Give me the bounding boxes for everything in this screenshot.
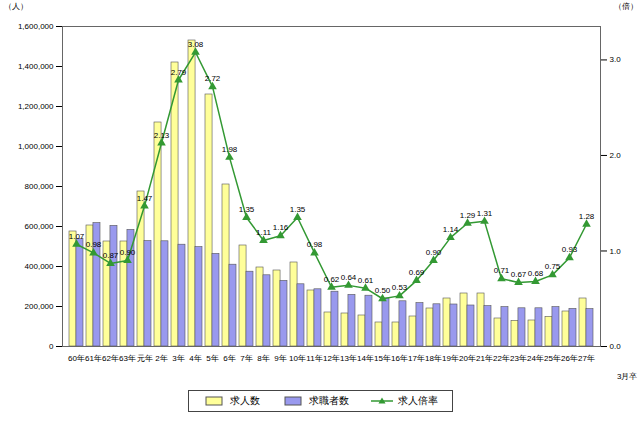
svg-text:25年: 25年 <box>544 354 561 363</box>
svg-text:200,000: 200,000 <box>25 302 54 311</box>
svg-text:20年: 20年 <box>459 354 476 363</box>
svg-text:1.29: 1.29 <box>460 211 476 220</box>
svg-text:21年: 21年 <box>476 354 493 363</box>
svg-text:0.64: 0.64 <box>341 273 357 282</box>
svg-text:0.90: 0.90 <box>426 248 442 257</box>
svg-text:400,000: 400,000 <box>25 262 54 271</box>
svg-text:17年: 17年 <box>408 354 425 363</box>
svg-text:0.67: 0.67 <box>511 270 527 279</box>
svg-text:0.90: 0.90 <box>120 248 136 257</box>
svg-text:2.13: 2.13 <box>154 131 170 140</box>
svg-text:2.79: 2.79 <box>171 68 187 77</box>
svg-text:（人）: （人） <box>4 2 28 11</box>
svg-text:0.69: 0.69 <box>409 268 425 277</box>
html-text:求人数: 求人数 <box>229 395 260 406</box>
svg-text:1.47: 1.47 <box>137 194 153 203</box>
svg-text:10年: 10年 <box>289 354 306 363</box>
html-text:求職者数: 求職者数 <box>308 395 349 406</box>
svg-text:0.61: 0.61 <box>358 276 374 285</box>
svg-text:24年: 24年 <box>527 354 544 363</box>
svg-text:1,400,000: 1,400,000 <box>18 62 54 71</box>
svg-text:6年: 6年 <box>223 354 235 363</box>
svg-text:19年: 19年 <box>442 354 459 363</box>
svg-text:0.68: 0.68 <box>528 269 544 278</box>
svg-text:0.98: 0.98 <box>307 240 323 249</box>
svg-text:8年: 8年 <box>257 354 269 363</box>
svg-text:2.0: 2.0 <box>610 151 622 160</box>
svg-text:0.50: 0.50 <box>375 286 391 295</box>
svg-text:18年: 18年 <box>425 354 442 363</box>
svg-text:11年: 11年 <box>306 354 322 363</box>
svg-text:0.62: 0.62 <box>324 275 340 284</box>
svg-text:0.75: 0.75 <box>545 262 561 271</box>
svg-text:3月卒: 3月卒 <box>617 372 637 381</box>
svg-text:3年: 3年 <box>172 354 184 363</box>
svg-text:9年: 9年 <box>274 354 286 363</box>
svg-text:0.87: 0.87 <box>103 251 119 260</box>
svg-text:13年: 13年 <box>340 354 357 363</box>
svg-text:0.98: 0.98 <box>86 240 102 249</box>
svg-text:600,000: 600,000 <box>25 222 54 231</box>
html-text:求人倍率: 求人倍率 <box>397 395 438 406</box>
svg-text:14年: 14年 <box>357 354 374 363</box>
svg-text:1.35: 1.35 <box>290 205 306 214</box>
svg-text:62年: 62年 <box>102 354 119 363</box>
svg-text:1.28: 1.28 <box>579 212 595 221</box>
svg-text:0.71: 0.71 <box>494 266 510 275</box>
svg-text:4年: 4年 <box>189 354 201 363</box>
svg-text:60年: 60年 <box>68 354 85 363</box>
svg-text:1,200,000: 1,200,000 <box>18 102 54 111</box>
svg-text:23年: 23年 <box>510 354 527 363</box>
svg-text:1,000,000: 1,000,000 <box>18 142 54 151</box>
svg-text:1.35: 1.35 <box>239 205 255 214</box>
svg-text:3.0: 3.0 <box>610 55 622 64</box>
svg-text:3.08: 3.08 <box>188 40 204 49</box>
svg-text:16年: 16年 <box>391 354 408 363</box>
svg-text:22年: 22年 <box>493 354 510 363</box>
svg-text:1,600,000: 1,600,000 <box>18 22 54 31</box>
svg-text:63年: 63年 <box>119 354 136 363</box>
svg-text:1.14: 1.14 <box>443 225 459 234</box>
svg-text:元年: 元年 <box>137 354 153 363</box>
svg-text:26年: 26年 <box>561 354 578 363</box>
svg-text:0.53: 0.53 <box>392 283 408 292</box>
svg-text:800,000: 800,000 <box>25 182 54 191</box>
svg-text:1.07: 1.07 <box>69 232 85 241</box>
svg-text:2年: 2年 <box>155 354 167 363</box>
svg-text:0.93: 0.93 <box>562 245 578 254</box>
svg-text:7年: 7年 <box>240 354 252 363</box>
svg-text:27年: 27年 <box>578 354 595 363</box>
svg-text:15年: 15年 <box>374 354 391 363</box>
svg-text:（倍）: （倍） <box>614 2 638 11</box>
svg-text:1.0: 1.0 <box>610 247 622 256</box>
svg-text:0.0: 0.0 <box>610 342 622 351</box>
svg-text:0: 0 <box>49 342 54 351</box>
svg-text:5年: 5年 <box>206 354 218 363</box>
svg-text:12年: 12年 <box>323 354 340 363</box>
svg-text:1.98: 1.98 <box>222 145 238 154</box>
svg-text:61年: 61年 <box>85 354 102 363</box>
svg-text:1.31: 1.31 <box>477 209 493 218</box>
svg-text:1.16: 1.16 <box>273 223 289 232</box>
svg-text:1.11: 1.11 <box>256 228 272 237</box>
svg-text:2.72: 2.72 <box>205 74 221 83</box>
